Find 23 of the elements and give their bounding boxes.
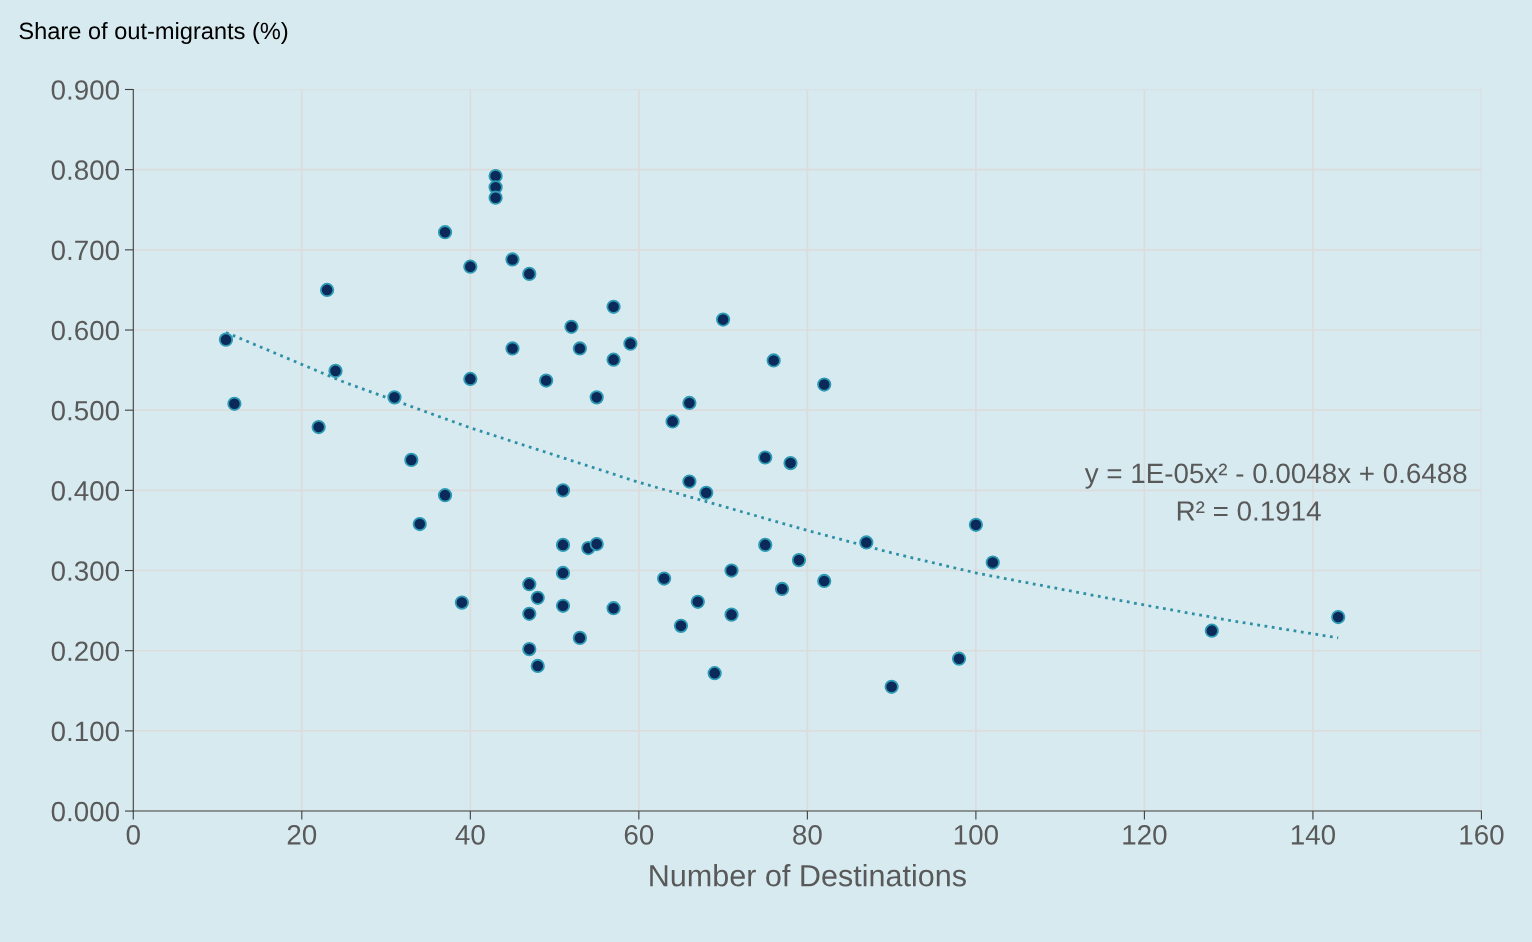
- y-tick-label: 0.100: [51, 721, 120, 742]
- x-axis-title: Number of Destinations: [650, 864, 966, 887]
- y-tick-label: 0.700: [51, 240, 120, 261]
- x-tick-label: 140: [1291, 824, 1336, 845]
- x-tick-label: 120: [1123, 824, 1167, 845]
- annotation: y = 1E-05x² - 0.0048x + 0.6488: [1084, 463, 1467, 489]
- annotation: R² = 0.1914: [1177, 501, 1321, 521]
- y-tick-label: 0.800: [51, 160, 120, 180]
- y-axis-title: Share of out-migrants (%): [19, 21, 288, 44]
- x-tick-label: 60: [624, 824, 654, 845]
- y-tick-label: 0.300: [51, 561, 120, 581]
- x-tick-label: 80: [793, 824, 822, 845]
- x-tick-label: 100: [954, 824, 998, 845]
- x-tick-label: 0: [126, 824, 140, 845]
- x-tick-label: 160: [1460, 824, 1504, 845]
- x-tick-label: 40: [455, 824, 485, 845]
- y-tick-label: 0.600: [51, 320, 120, 341]
- y-tick-label: 0.500: [51, 400, 120, 421]
- y-tick-label: 0.200: [51, 641, 120, 662]
- y-tick-label: 0.900: [51, 80, 120, 100]
- y-tick-label: 0.000: [51, 801, 120, 822]
- y-tick-label: 0.400: [51, 481, 120, 501]
- x-tick-label: 20: [287, 824, 317, 845]
